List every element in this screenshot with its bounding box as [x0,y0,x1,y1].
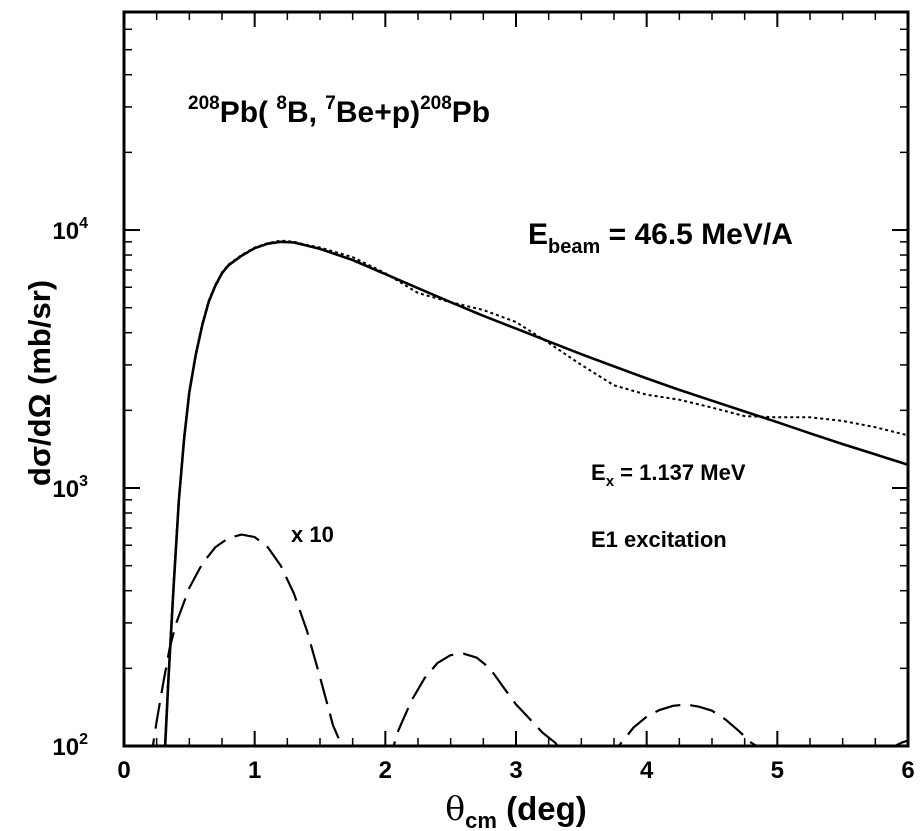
excitation-energy-label: Ex = 1.137 MeV [591,460,746,490]
x-tick-label: 6 [901,757,914,784]
reaction-superscript: 208 [420,93,452,114]
y-tick-label-base: 10 [52,734,79,761]
x-axis-label-subscript: cm [465,808,497,831]
reaction-label: 208Pb( 8B, 7Be+p)208Pb [188,93,490,129]
reaction-text: Pb [452,96,490,129]
excitation-energy-symbol: E [591,460,606,485]
excitation-energy-value: = 1.137 MeV [614,460,746,485]
y-tick-label-exponent: 4 [79,215,88,232]
y-tick-label-exponent: 3 [79,473,88,490]
x-tick-label: 5 [771,757,784,784]
reaction-superscript: 208 [188,93,220,114]
x-tick-label: 2 [379,757,392,784]
series-line-solid [163,240,908,746]
series-line-dotted [163,239,908,746]
e1-excitation-label: E1 excitation [591,527,727,552]
x-tick-label: 4 [640,757,654,784]
reaction-text: Be+p) [336,96,420,129]
reaction-text: Pb( [220,96,277,129]
reaction-superscript: 8 [276,93,287,114]
excitation-energy-subscript: x [606,473,615,490]
x10-label: x 10 [291,522,334,547]
x-tick-label: 1 [248,757,261,784]
x-axis-label-symbol: θ [445,789,465,828]
plot-frame [122,10,910,748]
y-tick-label-exponent: 2 [79,731,88,748]
y-tick-label: 103 [52,473,88,503]
beam-energy-subscript: beam [548,236,600,258]
x-axis-label: θcm (deg) [445,789,587,831]
beam-energy-value: = 46.5 MeV/A [600,218,793,251]
series-layer [151,239,908,746]
x-tick-label: 3 [509,757,522,784]
y-tick-label-base: 10 [52,218,79,245]
y-tick-label-base: 10 [52,476,79,503]
reaction-text: B, [287,96,325,129]
x-tick-label: 0 [117,757,130,784]
beam-energy-symbol: E [528,218,548,251]
beam-energy-label: Ebeam = 46.5 MeV/A [528,218,793,258]
x-axis-label-unit: (deg) [497,790,587,827]
y-axis-label: dσ/dΩ (mb/sr) [22,280,57,486]
series-line-dashed [151,533,908,746]
y-tick-label: 104 [52,215,88,245]
reaction-superscript: 7 [325,93,336,114]
y-tick-label: 102 [52,731,88,761]
